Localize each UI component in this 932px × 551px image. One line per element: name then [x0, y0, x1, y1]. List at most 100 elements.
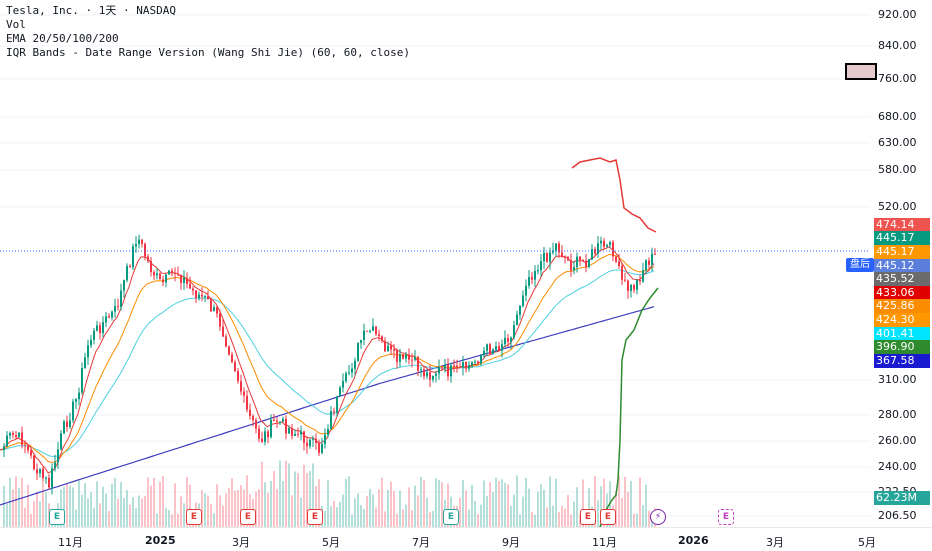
candle-body: [321, 444, 323, 453]
volume-bar: [459, 497, 461, 527]
volume-bar: [600, 486, 602, 527]
time-axis[interactable]: 11月 2025 3月 5月 7月 9月 11月 2026 3月 5月: [0, 527, 932, 551]
volume-bar: [171, 514, 173, 527]
candle-body: [12, 432, 14, 436]
candle-body: [33, 455, 35, 470]
volume-bar: [348, 476, 350, 527]
candle-body: [309, 439, 311, 447]
volume-bar: [564, 508, 566, 527]
volume-bar: [288, 463, 290, 527]
volume-bar: [441, 482, 443, 527]
price-chart-svg[interactable]: [0, 0, 870, 527]
candle-body: [384, 340, 386, 352]
volume-bar: [336, 507, 338, 527]
candlesticks: [3, 234, 656, 495]
candle-body: [369, 330, 371, 332]
candle-body: [588, 259, 590, 267]
price-axis-label: 206.50: [878, 509, 917, 522]
time-axis-label: 11月: [592, 536, 617, 549]
candle-body: [378, 334, 380, 337]
symbol-legend[interactable]: Tesla, Inc. · 1天 · NASDAQ: [6, 4, 176, 17]
candle-body: [162, 279, 164, 283]
volume-bar: [636, 513, 638, 527]
candle-body: [81, 367, 83, 393]
candle-body: [300, 431, 302, 435]
volume-bar: [360, 505, 362, 527]
candle-body: [87, 345, 89, 358]
ema-legend[interactable]: EMA 20/50/100/200: [6, 32, 119, 45]
price-axis-label: 920.00: [878, 8, 917, 21]
earnings-event-icon[interactable]: E: [580, 509, 596, 525]
volume-bar: [369, 488, 371, 527]
volume-bar: [210, 503, 212, 527]
candle-body: [597, 243, 599, 254]
earnings-event-icon[interactable]: E: [718, 509, 734, 525]
price-badge: 401.41: [874, 327, 930, 341]
candle-body: [534, 271, 536, 280]
earnings-event-icon[interactable]: ⚡: [650, 509, 666, 525]
candle-body: [531, 277, 533, 280]
volume-bar: [213, 513, 215, 527]
volume-bar: [372, 494, 374, 527]
volume-bar: [618, 475, 620, 527]
volume-bar: [261, 461, 263, 527]
volume-bar: [303, 464, 305, 527]
candle-body: [432, 375, 434, 380]
candle-body: [294, 433, 296, 436]
earnings-event-icon[interactable]: E: [186, 509, 202, 525]
price-axis-label: 520.00: [878, 200, 917, 213]
volume-bar: [63, 486, 65, 527]
candle-body: [351, 368, 353, 373]
volume-bar: [207, 495, 209, 527]
volume-bar: [282, 480, 284, 527]
volume-bar: [471, 484, 473, 527]
candle-body: [507, 337, 509, 342]
candle-body: [207, 296, 209, 300]
candle-body: [612, 242, 614, 257]
volume-bar: [381, 477, 383, 527]
drawing-marker-box[interactable]: [845, 63, 877, 80]
price-badge: 424.30: [874, 313, 930, 327]
candle-body: [63, 421, 65, 434]
volume-bar: [549, 476, 551, 527]
candle-body: [51, 468, 53, 488]
candle-body: [180, 274, 182, 284]
volume-bar: [504, 482, 506, 527]
candle-body: [174, 272, 176, 274]
volume-bar: [93, 507, 95, 527]
candle-body: [198, 294, 200, 299]
volume-bar: [402, 509, 404, 527]
earnings-event-icon[interactable]: E: [307, 509, 323, 525]
candle-body: [288, 428, 290, 434]
volume-bars: [3, 460, 656, 527]
volume-bar: [99, 503, 101, 527]
volume-bar: [633, 513, 635, 527]
candle-body: [420, 369, 422, 371]
candle-body: [60, 433, 62, 450]
volume-bar: [117, 498, 119, 527]
volume-bar: [255, 491, 257, 527]
candle-body: [354, 360, 356, 369]
earnings-event-icon[interactable]: E: [49, 509, 65, 525]
volume-bar: [477, 514, 479, 527]
volume-bar: [3, 485, 5, 527]
iqr-legend[interactable]: IQR Bands - Date Range Version (Wang Shi…: [6, 46, 410, 59]
volume-bar: [501, 479, 503, 527]
earnings-event-icon[interactable]: E: [443, 509, 459, 525]
time-axis-label: 2026: [678, 534, 709, 547]
candle-body: [483, 350, 485, 356]
candle-body: [543, 252, 545, 262]
earnings-event-icon[interactable]: E: [240, 509, 256, 525]
earnings-event-icon[interactable]: E: [600, 509, 616, 525]
chart-canvas[interactable]: Tesla, Inc. · 1天 · NASDAQ Vol EMA 20/50/…: [0, 0, 870, 527]
volume-legend[interactable]: Vol: [6, 18, 26, 31]
volume-bar: [66, 484, 68, 527]
volume-bar: [531, 512, 533, 527]
volume-bar: [561, 506, 563, 527]
volume-bar: [483, 480, 485, 527]
candle-body: [222, 326, 224, 337]
candle-body: [654, 253, 656, 255]
volume-bar: [510, 505, 512, 527]
candle-body: [399, 354, 401, 362]
